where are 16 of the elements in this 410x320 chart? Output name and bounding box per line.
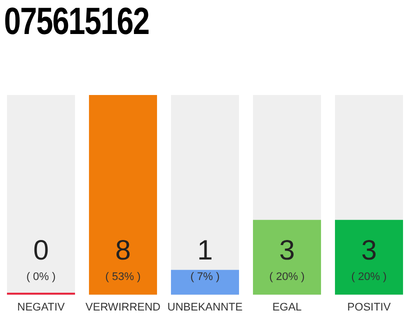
x-tick-label: VERWIRREND <box>86 301 161 314</box>
x-tick-label: UNBEKANNTE <box>167 301 243 314</box>
x-tick-label: EGAL <box>272 301 302 314</box>
data-label: 0 <box>33 234 49 266</box>
data-label: 3 <box>361 234 377 266</box>
annotation: ( 0% ) <box>26 270 56 283</box>
x-tick-label: POSITIV <box>347 301 392 314</box>
data-label: 8 <box>115 234 131 266</box>
annotation: ( 53% ) <box>105 270 141 283</box>
data-label: 1 <box>197 234 213 266</box>
data-label: 3 <box>279 234 295 266</box>
annotation: ( 7% ) <box>190 270 220 283</box>
x-tick-label: NEGATIV <box>17 301 66 314</box>
annotation: ( 20% ) <box>351 270 387 283</box>
annotation: ( 20% ) <box>269 270 305 283</box>
chart-title: 075615162 <box>4 0 149 44</box>
